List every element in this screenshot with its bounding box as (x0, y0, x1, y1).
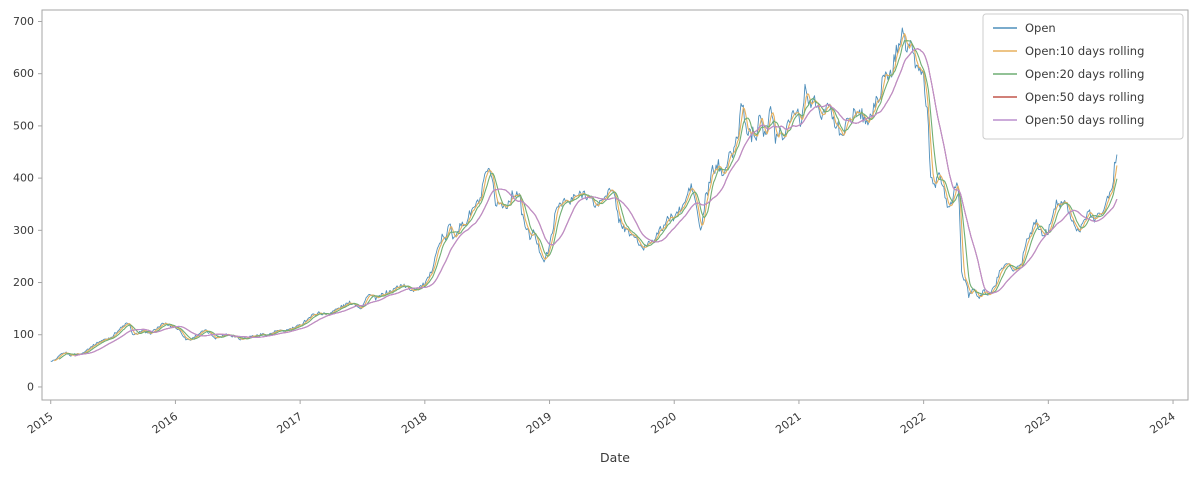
series-rolling-20-2 (58, 39, 1118, 360)
x-tick-label: 2022 (898, 410, 928, 437)
x-tick-label: 2017 (274, 410, 304, 437)
x-tick-label: 2024 (1147, 410, 1177, 437)
y-tick-label: 0 (27, 380, 34, 393)
y-tick-label: 600 (13, 67, 34, 80)
legend-label-0: Open (1025, 21, 1056, 35)
legend-label-1: Open:10 days rolling (1025, 44, 1144, 58)
x-tick-label: 2019 (524, 410, 554, 437)
x-tick-label: 2020 (649, 410, 679, 437)
x-tick-label: 2015 (25, 410, 55, 437)
y-tick-label: 500 (13, 119, 34, 132)
series-rolling-50-4 (74, 48, 1118, 357)
plot-border (41, 9, 1189, 401)
legend-box (982, 13, 1184, 140)
x-tick-label: 2018 (399, 410, 429, 437)
y-tick-label: 400 (13, 172, 34, 185)
y-tick-label: 700 (13, 15, 34, 28)
y-tick-label: 200 (13, 276, 34, 289)
legend-label-2: Open:20 days rolling (1025, 67, 1144, 81)
x-tick-label: 2023 (1023, 410, 1053, 437)
y-tick-label: 300 (13, 224, 34, 237)
x-tick-label: 2021 (773, 410, 803, 437)
legend-label-4: Open:50 days rolling (1025, 113, 1144, 127)
x-tick-label: 2016 (150, 410, 180, 437)
y-tick-label: 100 (13, 328, 34, 341)
x-axis-label: Date (600, 450, 630, 465)
legend-label-3: Open:50 days rolling (1025, 90, 1144, 104)
